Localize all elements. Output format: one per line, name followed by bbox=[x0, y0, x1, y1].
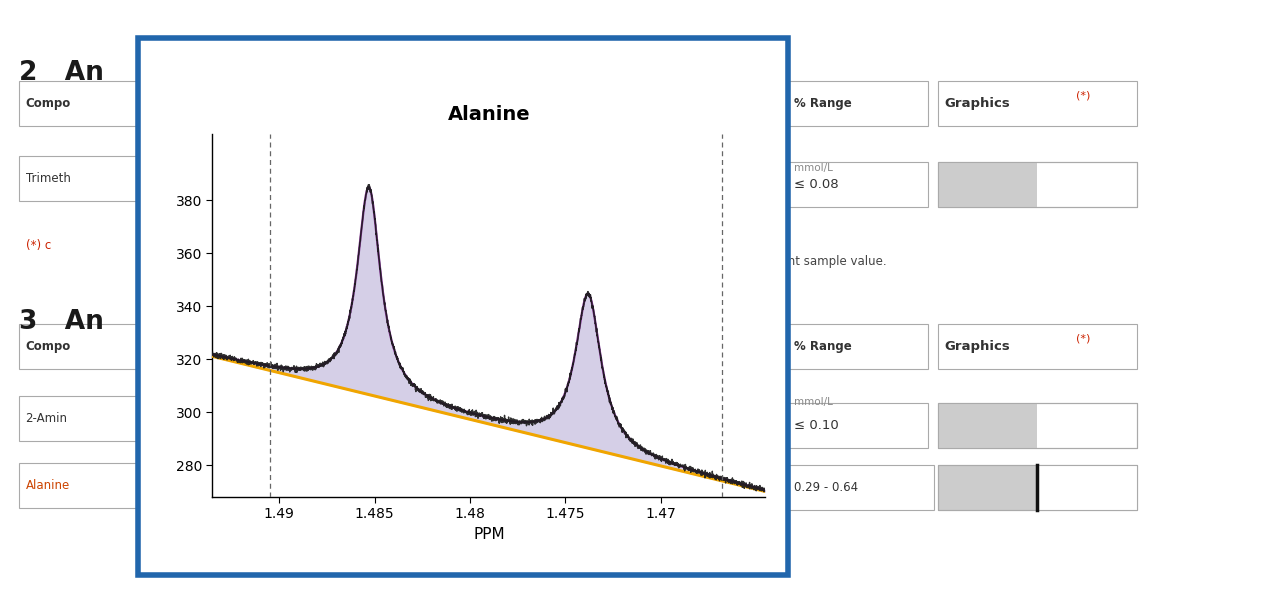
Text: ≤ 0.10: ≤ 0.10 bbox=[794, 419, 838, 432]
Text: (*): (*) bbox=[1076, 91, 1091, 100]
Bar bbox=[938, 403, 1037, 448]
Text: 0.351: 0.351 bbox=[378, 481, 411, 494]
Text: (*) c: (*) c bbox=[26, 239, 51, 253]
Bar bbox=[938, 162, 1037, 207]
Bar bbox=[19, 463, 145, 508]
Bar bbox=[938, 403, 1137, 448]
Text: 2-Amin: 2-Amin bbox=[26, 412, 68, 425]
Bar bbox=[938, 465, 1137, 510]
Bar bbox=[938, 162, 1137, 207]
Text: 0.35: 0.35 bbox=[215, 481, 241, 494]
Text: Graphics: Graphics bbox=[945, 97, 1010, 110]
Bar bbox=[787, 324, 928, 369]
Text: 0.010: 0.010 bbox=[544, 481, 577, 494]
Text: 0.29 - 0.64: 0.29 - 0.64 bbox=[794, 481, 858, 494]
Text: mmol/L: mmol/L bbox=[794, 397, 832, 407]
Bar bbox=[19, 324, 145, 369]
Bar bbox=[522, 465, 599, 510]
Bar bbox=[356, 465, 433, 510]
Text: 2   An: 2 An bbox=[19, 60, 104, 86]
Text: ≤ 0.08: ≤ 0.08 bbox=[794, 178, 838, 191]
Bar bbox=[273, 465, 349, 510]
Bar bbox=[938, 81, 1137, 126]
Bar bbox=[938, 162, 1137, 207]
Text: Compo: Compo bbox=[26, 97, 70, 110]
Text: (*): (*) bbox=[1076, 334, 1091, 343]
Bar bbox=[938, 324, 1137, 369]
Text: Graphics: Graphics bbox=[945, 340, 1010, 353]
Bar bbox=[787, 162, 928, 207]
Bar bbox=[19, 81, 145, 126]
Text: % Range: % Range bbox=[794, 97, 851, 110]
Title: Alanine: Alanine bbox=[448, 105, 530, 124]
Bar bbox=[189, 465, 266, 510]
Text: Compo: Compo bbox=[26, 340, 70, 353]
Text: Alanine: Alanine bbox=[26, 479, 70, 492]
Text: s represent sample value.: s represent sample value. bbox=[733, 254, 887, 268]
Bar bbox=[787, 81, 928, 126]
Bar bbox=[938, 465, 1137, 510]
Bar bbox=[787, 465, 934, 510]
Text: 3   An: 3 An bbox=[19, 309, 104, 335]
Bar bbox=[787, 403, 928, 448]
Text: Trimeth: Trimeth bbox=[26, 172, 70, 185]
Bar bbox=[19, 396, 145, 441]
X-axis label: PPM: PPM bbox=[474, 527, 504, 542]
Bar bbox=[1037, 465, 1137, 510]
Text: 100: 100 bbox=[466, 481, 489, 494]
Bar bbox=[439, 465, 516, 510]
Text: 0.02: 0.02 bbox=[298, 481, 324, 494]
Bar bbox=[938, 403, 1137, 448]
Bar bbox=[19, 156, 145, 201]
Text: % Range: % Range bbox=[794, 340, 851, 353]
Text: mmol/L: mmol/L bbox=[794, 163, 832, 173]
FancyBboxPatch shape bbox=[138, 38, 788, 575]
